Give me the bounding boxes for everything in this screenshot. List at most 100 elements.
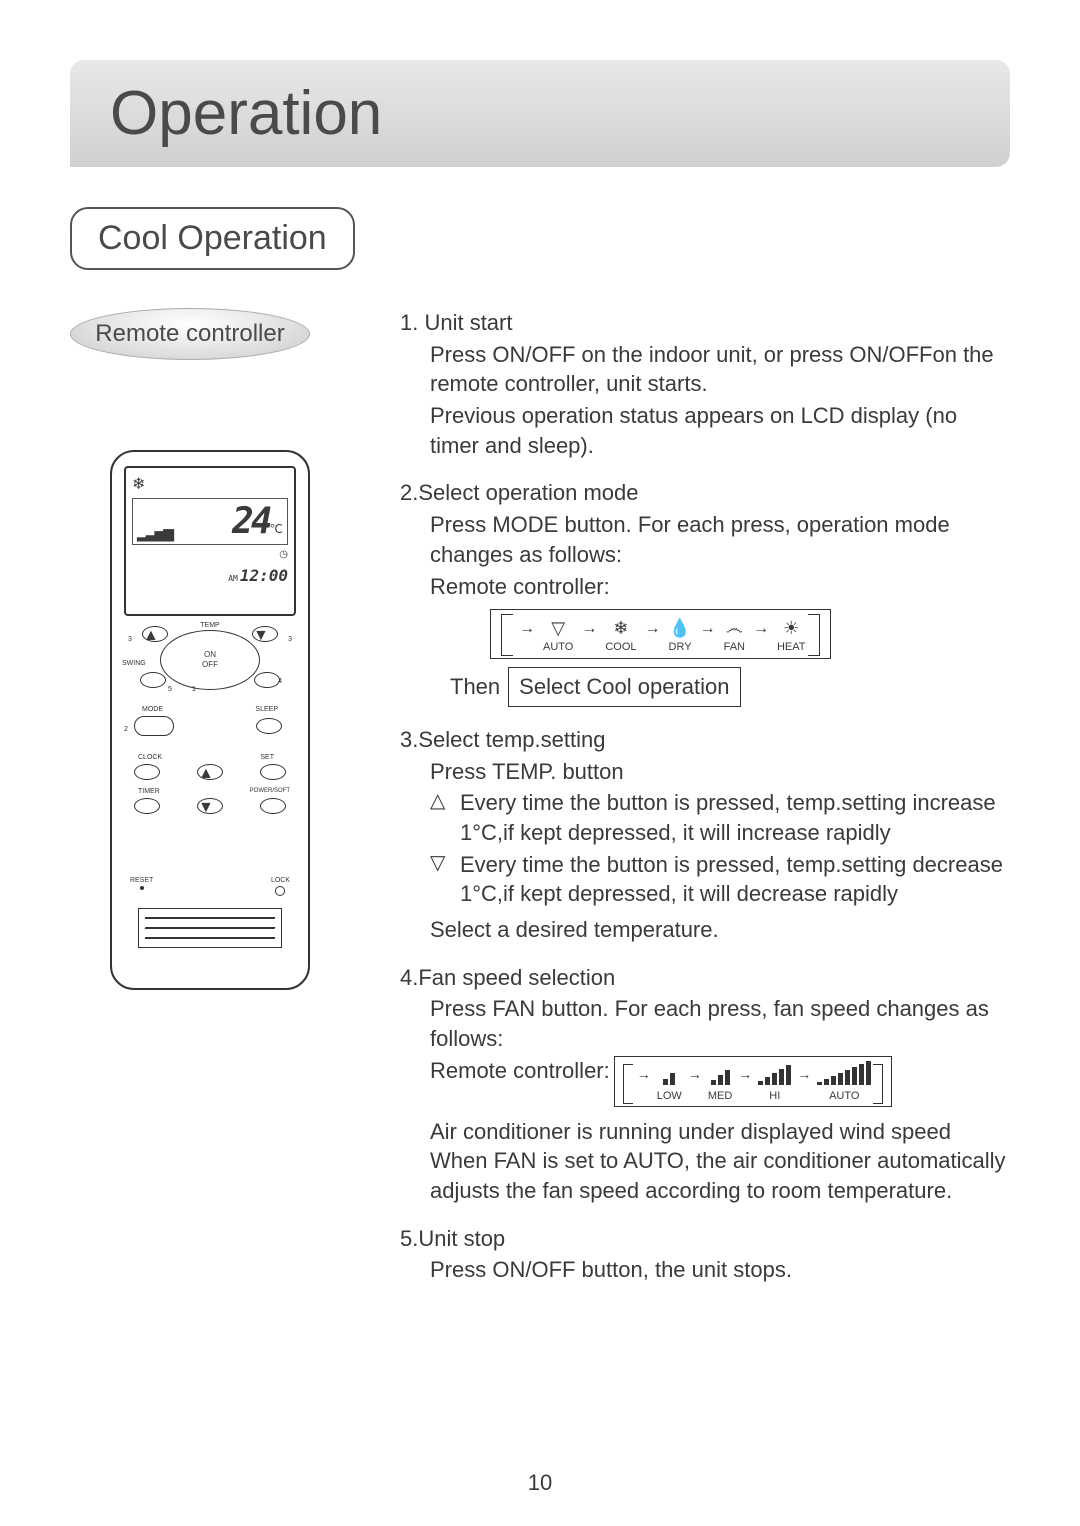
temp-value: 24 (232, 501, 269, 542)
num-4: 4 (278, 678, 282, 685)
num-3a: 3 (128, 636, 132, 643)
on-off-dial: ON OFF (160, 630, 260, 690)
fan-hi: HI (758, 1061, 791, 1104)
set-label: SET (260, 754, 274, 761)
mode-button (134, 716, 174, 736)
temp-row: ▂▃▅▆ 24℃ (132, 498, 288, 545)
swing-button (140, 672, 166, 688)
mode-cycle-diagram: → ▽AUTO → ❄COOL → 💧DRY → ෴FAN → ☀HEAT (490, 609, 831, 659)
reset-lock-row: RESET LOCK (124, 877, 296, 898)
arrow-icon: → (645, 618, 661, 640)
step-4-title: 4.Fan speed selection (400, 963, 1010, 993)
dial-off: OFF (202, 660, 218, 670)
snowflake-icon: ❄ (132, 474, 288, 494)
temp-up-button: ▲ (142, 626, 168, 642)
triangle-up-icon: △ (430, 788, 454, 847)
step-2-title: 2.Select operation mode (400, 478, 1010, 508)
step-2-p1: Press MODE button. For each press, opera… (430, 510, 1010, 569)
step-5-title: 5.Unit stop (400, 1224, 1010, 1254)
step-2-p2: Remote controller: (430, 572, 1010, 602)
num-3b: 3 (288, 636, 292, 643)
page-number: 10 (528, 1470, 552, 1496)
timer-label: TIMER (138, 788, 160, 795)
step-3: 3.Select temp.setting Press TEMP. button… (400, 725, 1010, 945)
remote-slits (138, 908, 282, 948)
step-4-p1: Press FAN button. For each press, fan sp… (430, 994, 1010, 1053)
step-1-title: 1. Unit start (400, 308, 1010, 338)
step-1: 1. Unit start Press ON/OFF on the indoor… (400, 308, 1010, 460)
arrow-icon: → (637, 1065, 651, 1084)
reset-dot (140, 886, 144, 890)
heat-icon: ☀ (783, 616, 799, 638)
step-5-p1: Press ON/OFF button, the unit stops. (430, 1255, 1010, 1285)
temp-label: TEMP (200, 622, 219, 629)
arrow-icon: → (738, 1065, 752, 1084)
step-4-p2: Remote controller: (430, 1056, 610, 1086)
num-2: 2 (124, 726, 128, 733)
down-arrow-button: ▼ (197, 798, 223, 814)
arrow-icon: → (797, 1065, 811, 1084)
dial-on: ON (204, 650, 216, 660)
arrow-icon: → (688, 1065, 702, 1084)
clock-icon: ◷ (132, 549, 288, 560)
step-3-title: 3.Select temp.setting (400, 725, 1010, 755)
fan-label: FAN (724, 640, 745, 655)
auto-icon: ▽ (551, 616, 565, 638)
clock-label: CLOCK (138, 754, 162, 761)
fan-low: LOW (657, 1061, 682, 1104)
num-1: 1 (192, 686, 196, 693)
arrow-icon: → (519, 618, 535, 640)
heat-label: HEAT (777, 640, 806, 655)
clock-button (134, 764, 160, 780)
clock-row: AM12:00 (132, 566, 288, 585)
step-2: 2.Select operation mode Press MODE butto… (400, 478, 1010, 706)
remote-controller-label: Remote controller (70, 308, 310, 360)
page-title-bar: Operation (70, 60, 1010, 167)
arrow-icon: → (753, 618, 769, 640)
auto-label: AUTO (543, 640, 573, 655)
instructions: 1. Unit start Press ON/OFF on the indoor… (400, 308, 1010, 1303)
cool-label: COOL (605, 640, 636, 655)
step-4: 4.Fan speed selection Press FAN button. … (400, 963, 1010, 1206)
step-1-p1: Press ON/OFF on the indoor unit, or pres… (430, 340, 1010, 399)
powersoft-label: POWER/SOFT (250, 788, 290, 794)
then-text: Then (450, 672, 500, 702)
fan-button (254, 672, 280, 688)
timer-button (134, 798, 160, 814)
triangle-down-icon: ▽ (430, 850, 454, 909)
fan-auto: AUTO (817, 1061, 871, 1104)
time-value: 12:00 (240, 566, 288, 585)
step-3-p2: Select a desired temperature. (430, 915, 1010, 945)
dry-icon: 💧 (669, 616, 691, 638)
step-4-p3: Air conditioner is running under display… (430, 1117, 1010, 1206)
swing-label: SWING (122, 660, 146, 667)
step-5: 5.Unit stop Press ON/OFF button, the uni… (400, 1224, 1010, 1285)
ampm: AM (228, 574, 238, 583)
set-button (260, 764, 286, 780)
fan-cycle-diagram: → LOW → MED → HI (614, 1056, 893, 1107)
fan-icon: ෴ (726, 616, 743, 638)
remote-buttons: TEMP ON OFF ▲ ▼ 3 3 SWING 5 1 4 MODE SLE… (124, 626, 296, 956)
page-title: Operation (110, 79, 382, 148)
remote-display: ❄ ▂▃▅▆ 24℃ ◷ AM12:00 (124, 466, 296, 616)
lock-ring (275, 886, 285, 896)
content-row: Remote controller ❄ ▂▃▅▆ 24℃ ◷ AM12:00 T… (70, 308, 1010, 1303)
step-3-p1: Press TEMP. button (430, 757, 1010, 787)
left-column: Remote controller ❄ ▂▃▅▆ 24℃ ◷ AM12:00 T… (70, 308, 370, 1303)
dry-label: DRY (669, 640, 692, 655)
fan-med: MED (708, 1061, 732, 1104)
step-3-down: Every time the button is pressed, temp.s… (460, 850, 1010, 909)
up-arrow-button: ▲ (197, 764, 223, 780)
num-5: 5 (168, 686, 172, 693)
signal-bars-icon: ▂▃▅▆ (137, 525, 172, 542)
temp-unit: ℃ (270, 522, 283, 536)
step-3-up: Every time the button is pressed, temp.s… (460, 788, 1010, 847)
temp-down-button: ▼ (252, 626, 278, 642)
arrow-icon: → (581, 618, 597, 640)
sleep-button (256, 718, 282, 734)
powersoft-button (260, 798, 286, 814)
section-label: Cool Operation (70, 207, 355, 270)
cool-icon: ❄ (613, 616, 628, 638)
sleep-label: SLEEP (255, 706, 278, 713)
lock-label: LOCK (271, 877, 290, 884)
